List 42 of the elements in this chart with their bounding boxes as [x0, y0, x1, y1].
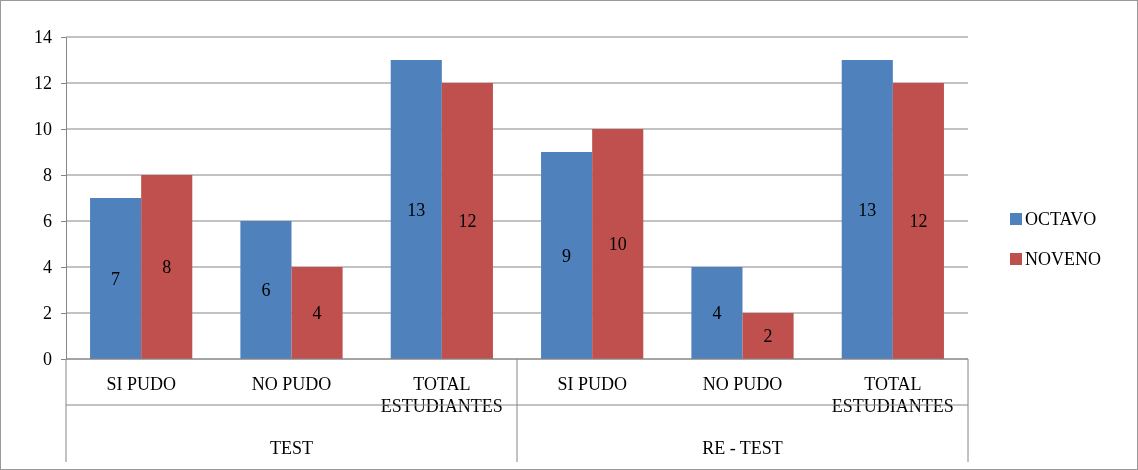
bar: [892, 83, 944, 359]
bar: [291, 267, 343, 359]
data-label: 13: [407, 199, 426, 220]
y-tick-label: 14: [34, 27, 52, 48]
x-tick-label: TOTAL ESTUDIANTES: [380, 374, 503, 416]
bar: [441, 83, 493, 359]
data-label: 8: [162, 257, 172, 277]
data-label: 10: [608, 234, 627, 254]
bar: [541, 152, 593, 359]
x-tick-label: SI PUDO: [106, 374, 176, 394]
data-label: 4: [312, 303, 322, 323]
data-label: 13: [858, 199, 877, 220]
bar: [141, 175, 193, 359]
y-tick-label: 12: [34, 73, 52, 94]
text: TEST: [270, 438, 313, 458]
y-tick-label: 8: [43, 165, 52, 186]
legend-label: NOVENO: [1025, 249, 1101, 269]
data-label: 12: [909, 211, 928, 231]
text: RE - TEST: [702, 438, 783, 458]
bar: [742, 313, 794, 359]
legend-label: OCTAVO: [1025, 209, 1097, 229]
x-tick-label: TOTAL ESTUDIANTES: [831, 374, 954, 416]
y-tick-label: 6: [43, 211, 52, 232]
data-label: 2: [763, 326, 773, 346]
y-tick-label: 4: [43, 257, 52, 278]
bar: [592, 129, 644, 359]
x-tick-label: NO PUDO: [702, 374, 783, 394]
bar: [691, 267, 743, 359]
data-label: 12: [458, 211, 477, 231]
data-label: 6: [261, 280, 271, 300]
bar: [841, 60, 893, 359]
data-label: 7: [111, 268, 121, 289]
bar: [240, 221, 292, 359]
x-tick-label: SI PUDO: [557, 374, 627, 394]
data-label: 9: [562, 245, 572, 266]
y-tick-label: 2: [43, 303, 52, 324]
bar: [390, 60, 442, 359]
x-tick-label: NO PUDO: [251, 374, 332, 394]
y-tick-label: 0: [43, 349, 52, 370]
y-tick-label: 10: [34, 119, 52, 140]
data-label: 4: [712, 303, 722, 323]
bar: [90, 198, 142, 359]
